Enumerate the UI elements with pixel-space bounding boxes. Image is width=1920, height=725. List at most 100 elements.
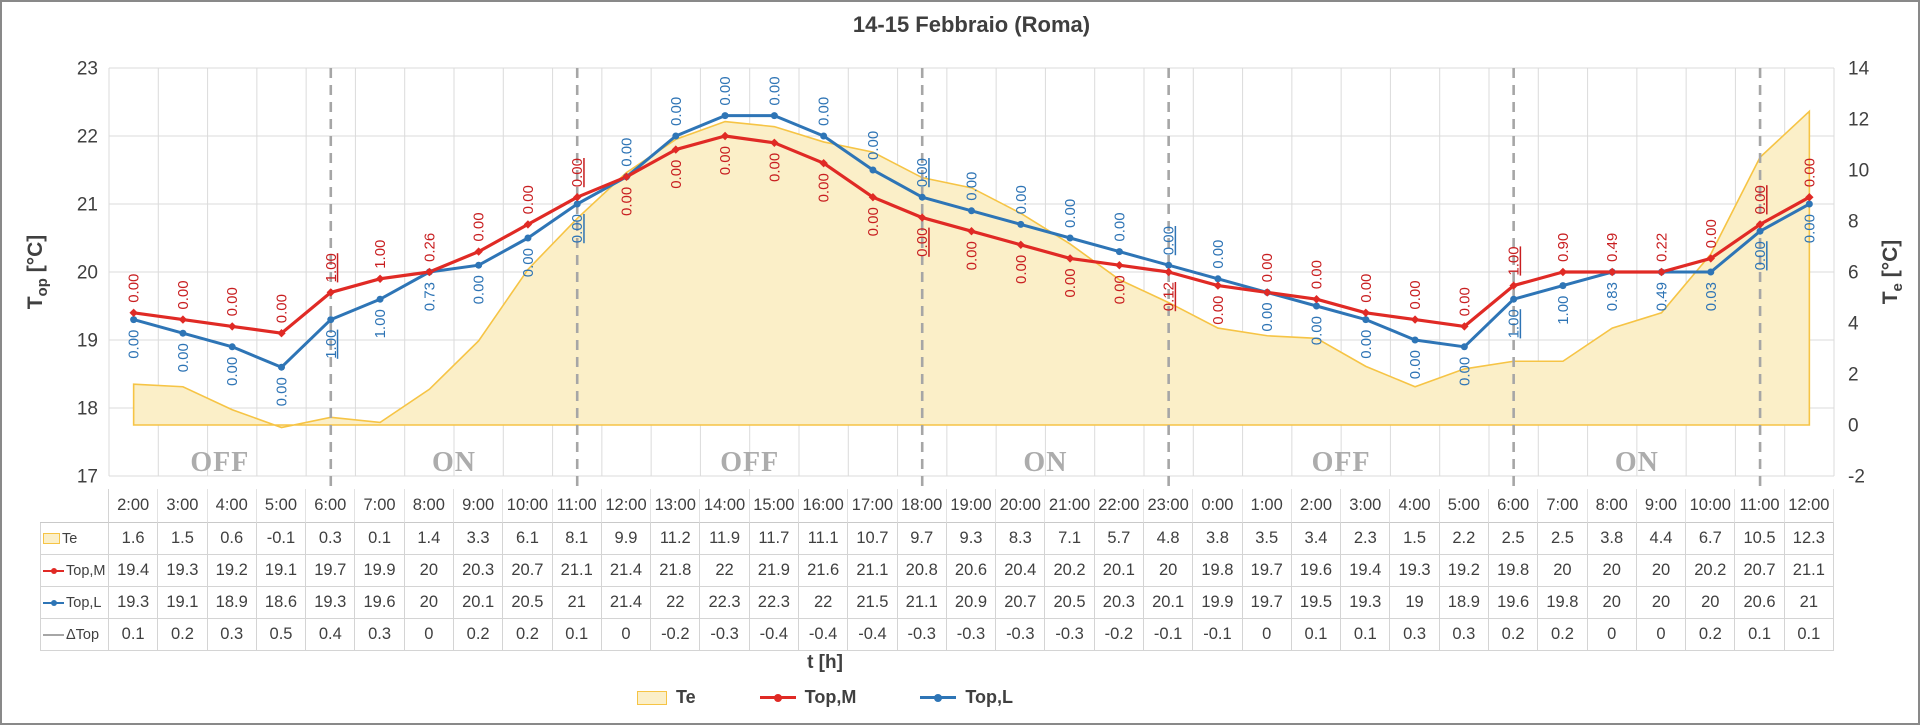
topl-marker — [1214, 275, 1222, 283]
table-value-cell: 3.8 — [1193, 523, 1243, 555]
topl-marker — [376, 295, 384, 303]
x-axis-label: 2:00 — [109, 489, 159, 523]
topl-marker — [1313, 302, 1320, 310]
table-value-cell: 22.3 — [700, 587, 750, 619]
table-series-key: Top,M — [40, 555, 109, 587]
topl-point-label: 0.00 — [865, 131, 882, 160]
table-value-cell: 19.7 — [306, 555, 356, 587]
table-value-cell: 20 — [1636, 555, 1687, 587]
topm-point-label: 0.00 — [1062, 268, 1079, 297]
topl-marker — [1017, 220, 1025, 228]
table-value-cell: 0.2 — [1538, 619, 1588, 651]
table-value-cell: 12.3 — [1784, 523, 1834, 555]
table-value-cell: 21.4 — [601, 587, 652, 619]
table-value-cell: 0.1 — [1291, 619, 1342, 651]
table-value-cell: 21.1 — [552, 555, 602, 587]
table-value-cell: -0.4 — [798, 619, 849, 651]
topm-point-label: 0.00 — [668, 160, 685, 189]
legend-label: Top,L — [965, 687, 1013, 707]
table-value-cell: 21 — [1784, 587, 1834, 619]
topm-point-label: 0.00 — [1309, 260, 1326, 289]
legend-item-topl[interactable]: Top,L — [920, 687, 1013, 708]
topl-marker — [672, 132, 680, 140]
legend-item-topm[interactable]: Top,M — [759, 687, 857, 708]
topm-point-label: 1.00 — [1506, 246, 1523, 275]
te-swatch-icon — [637, 690, 667, 705]
topl-point-label: 0.00 — [274, 377, 291, 406]
table-value-cell: 4.8 — [1143, 523, 1194, 555]
table-value-cell: 20 — [404, 587, 454, 619]
x-axis-label: 6:00 — [1488, 489, 1539, 523]
x-axis-label: 9:00 — [453, 489, 504, 523]
topm-marker — [967, 227, 976, 236]
x-axis-label: 20:00 — [996, 489, 1046, 523]
table-value-cell: 19.4 — [109, 555, 159, 587]
topl-point-label: 1.00 — [1506, 309, 1523, 338]
table-value-cell: -0.1 — [1143, 619, 1194, 651]
topl-marker — [1510, 295, 1518, 303]
table-value-cell: 18.6 — [256, 587, 307, 619]
table-value-cell: 2.5 — [1538, 523, 1588, 555]
table-value-cell: 20.7 — [996, 587, 1046, 619]
table-value-cell: 19.9 — [1193, 587, 1243, 619]
topl-marker — [968, 207, 975, 215]
topl-marker — [1362, 316, 1370, 324]
series-te-area[interactable] — [132, 109, 1811, 429]
topm-point-label: 0.00 — [1703, 219, 1720, 248]
table-value-cell: 9.7 — [897, 523, 947, 555]
plot-area[interactable]: OFF ON OFF ON OFF ON 0.00 0.00 0.00 0.00 1.00 1.00 0… — [2, 2, 1920, 523]
topm-point-label: 0.49 — [1604, 233, 1621, 262]
legend-label: Top,M — [804, 687, 857, 707]
table-value-cell: 21.1 — [848, 555, 898, 587]
table-value-cell: 20.7 — [503, 555, 553, 587]
legend-item-te[interactable]: Te — [637, 687, 696, 708]
table-value-cell: 11.7 — [749, 523, 799, 555]
phase-label: OFF — [1312, 447, 1371, 478]
topm-point-label: 0.00 — [1013, 255, 1030, 284]
topl-point-label: 0.00 — [1407, 350, 1424, 379]
left-axis-tick: 17 — [77, 467, 98, 488]
topl-point-label: 0.00 — [1752, 241, 1769, 270]
chart-title[interactable]: 14-15 Febbraio (Roma) — [852, 12, 1091, 37]
topm-swatch-icon — [43, 565, 64, 576]
topl-point-label: 1.00 — [323, 330, 340, 359]
table-value-cell: 0.1 — [355, 523, 405, 555]
topl-point-label: 0.00 — [471, 275, 488, 304]
table-value-cell: 20 — [1587, 587, 1637, 619]
topm-marker — [474, 247, 483, 256]
chart-legend: Te Top,M Top,L — [2, 687, 1648, 708]
table-value-cell: 0.4 — [306, 619, 356, 651]
topm-point-label: 0.00 — [1456, 287, 1473, 316]
left-axis-tick: 18 — [77, 399, 98, 420]
topl-marker — [130, 316, 138, 324]
left-axis-title[interactable]: Top [°C] — [24, 235, 51, 310]
topl-marker — [820, 132, 828, 140]
topm-point-label: 0.00 — [619, 187, 636, 216]
table-value-cell: 19.8 — [1193, 555, 1243, 587]
table-value-cell: 21.1 — [1784, 555, 1834, 587]
topm-marker — [326, 288, 335, 297]
table-value-cell: -0.3 — [946, 619, 997, 651]
table-value-cell: 22.3 — [749, 587, 799, 619]
x-axis-label: 5:00 — [1439, 489, 1489, 523]
right-axis-title[interactable]: Te [°C] — [1879, 240, 1906, 305]
table-value-cell: 21.9 — [749, 555, 799, 587]
table-value-cell: 20 — [1538, 555, 1588, 587]
left-axis-tick: 19 — [77, 331, 98, 352]
x-axis-title[interactable]: t [h] — [807, 652, 843, 673]
table-value-cell: 10.5 — [1735, 523, 1785, 555]
right-axis-tick: 6 — [1848, 263, 1859, 284]
topm-marker — [1805, 193, 1814, 202]
topm-marker — [1164, 267, 1173, 277]
x-axis-label: 9:00 — [1636, 489, 1687, 523]
topm-swatch-icon — [759, 691, 796, 704]
table-value-cell: 20.1 — [1094, 555, 1144, 587]
x-axis-label: 22:00 — [1094, 489, 1144, 523]
phase-label: ON — [1023, 447, 1067, 478]
topm-point-label: 0.00 — [274, 294, 291, 323]
x-axis-label: 19:00 — [946, 489, 997, 523]
left-axis-tick: 21 — [77, 195, 98, 216]
topm-marker — [228, 322, 237, 331]
table-series-name: Top,M — [66, 562, 106, 579]
x-axis-label: 17:00 — [848, 489, 898, 523]
